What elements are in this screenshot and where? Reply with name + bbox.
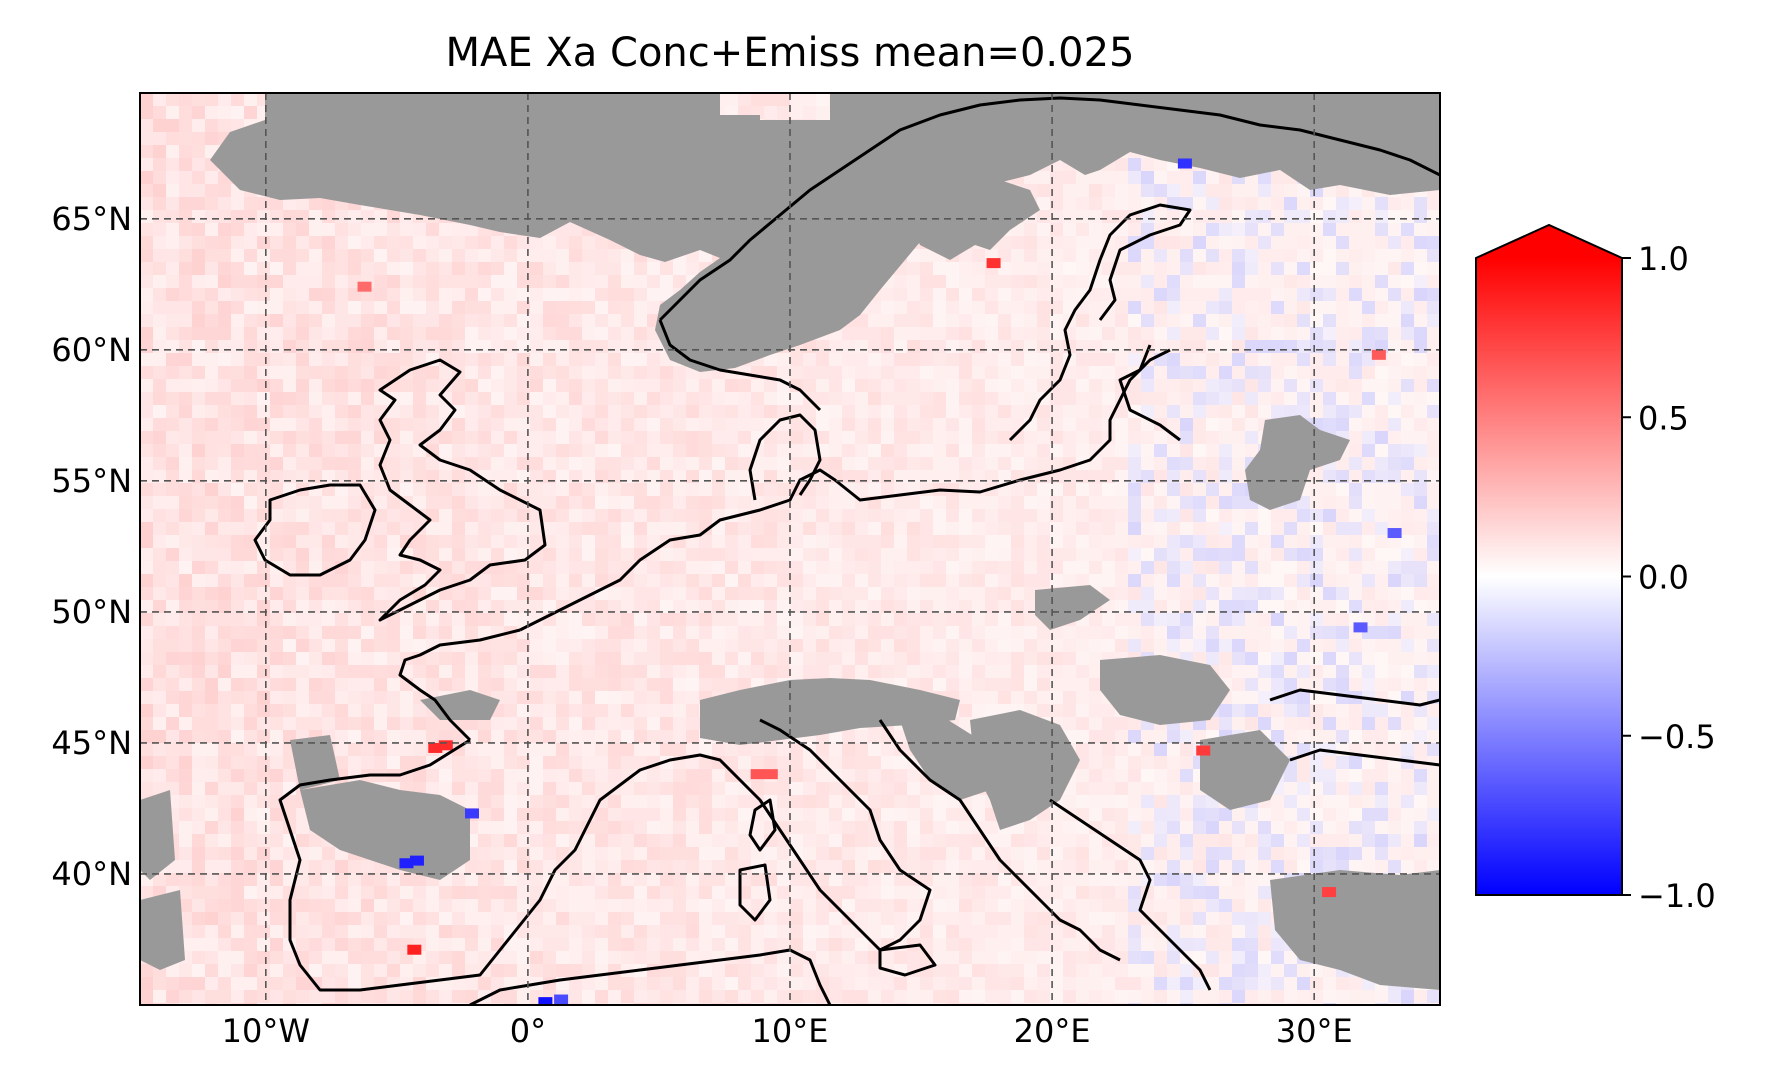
- colorbar-tick-label: −1.0: [1638, 877, 1716, 915]
- anomaly-pixel: [465, 808, 479, 819]
- anomaly-pixel: [438, 740, 453, 751]
- colorbar-tick-label: 1.0: [1638, 240, 1689, 278]
- missing-data-mask: [140, 93, 1440, 990]
- anomaly-pixel: [1322, 887, 1337, 898]
- anomaly-pixel: [428, 742, 443, 753]
- latitude-tick-label: 55°N: [51, 462, 132, 500]
- anomaly-pixel: [1196, 745, 1211, 756]
- colorbar-outline: [1475, 223, 1623, 896]
- anomaly-pixel: [1371, 349, 1386, 360]
- colorbar-extend-max-triangle: [1476, 225, 1622, 258]
- latitude-tick-label: 60°N: [51, 331, 132, 369]
- latitude-tick-label: 45°N: [51, 724, 132, 762]
- anomaly-pixel: [357, 281, 372, 292]
- longitude-tick-label: 10°W: [222, 1012, 310, 1050]
- longitude-tick-label: 20°E: [1014, 1012, 1091, 1050]
- map-frame: [139, 92, 1441, 1006]
- anomaly-pixel: [986, 258, 1001, 269]
- anomaly-pixel: [409, 855, 424, 866]
- anomaly-pixel: [538, 997, 553, 1005]
- longitude-tick-label: 0°: [510, 1012, 546, 1050]
- anomaly-pixel: [763, 769, 778, 780]
- anomaly-pixel: [407, 944, 422, 955]
- anomaly-pixel: [1177, 158, 1192, 169]
- latitude-tick-label: 50°N: [51, 593, 132, 631]
- map-title: MAE Xa Conc+Emiss mean=0.025: [446, 30, 1135, 76]
- graticule: [140, 93, 1440, 1005]
- colorbar-gradient: [1476, 258, 1622, 895]
- map-panel: [140, 93, 1440, 1005]
- latitude-labels: 40°N 45°N 50°N 55°N 60°N 65°N: [51, 200, 132, 893]
- colorbar-tick-label: 0.0: [1638, 559, 1689, 597]
- anomaly-pixel: [1353, 622, 1368, 633]
- latitude-tick-label: 65°N: [51, 200, 132, 238]
- longitude-tick-label: 10°E: [752, 1012, 829, 1050]
- latitude-tick-label: 40°N: [51, 855, 132, 893]
- coastlines: [253, 96, 1440, 1005]
- longitude-tick-label: 30°E: [1276, 1012, 1353, 1050]
- colorbar-tick-label: 0.5: [1638, 399, 1689, 437]
- longitude-labels: 10°W 0° 10°E 20°E 30°E: [222, 1012, 1353, 1050]
- anomaly-pixel: [750, 769, 765, 780]
- anomaly-pixels: [357, 158, 1402, 1005]
- anomaly-pixel: [399, 858, 414, 869]
- anomaly-pixel: [1387, 528, 1402, 539]
- colorbar-ticks: 1.0 0.5 0.0 −0.5 −1.0: [1622, 240, 1716, 915]
- anomaly-pixel: [554, 994, 569, 1005]
- colorbar: 1.0 0.5 0.0 −0.5 −1.0: [1475, 223, 1716, 915]
- colorbar-tick-label: −0.5: [1638, 718, 1716, 756]
